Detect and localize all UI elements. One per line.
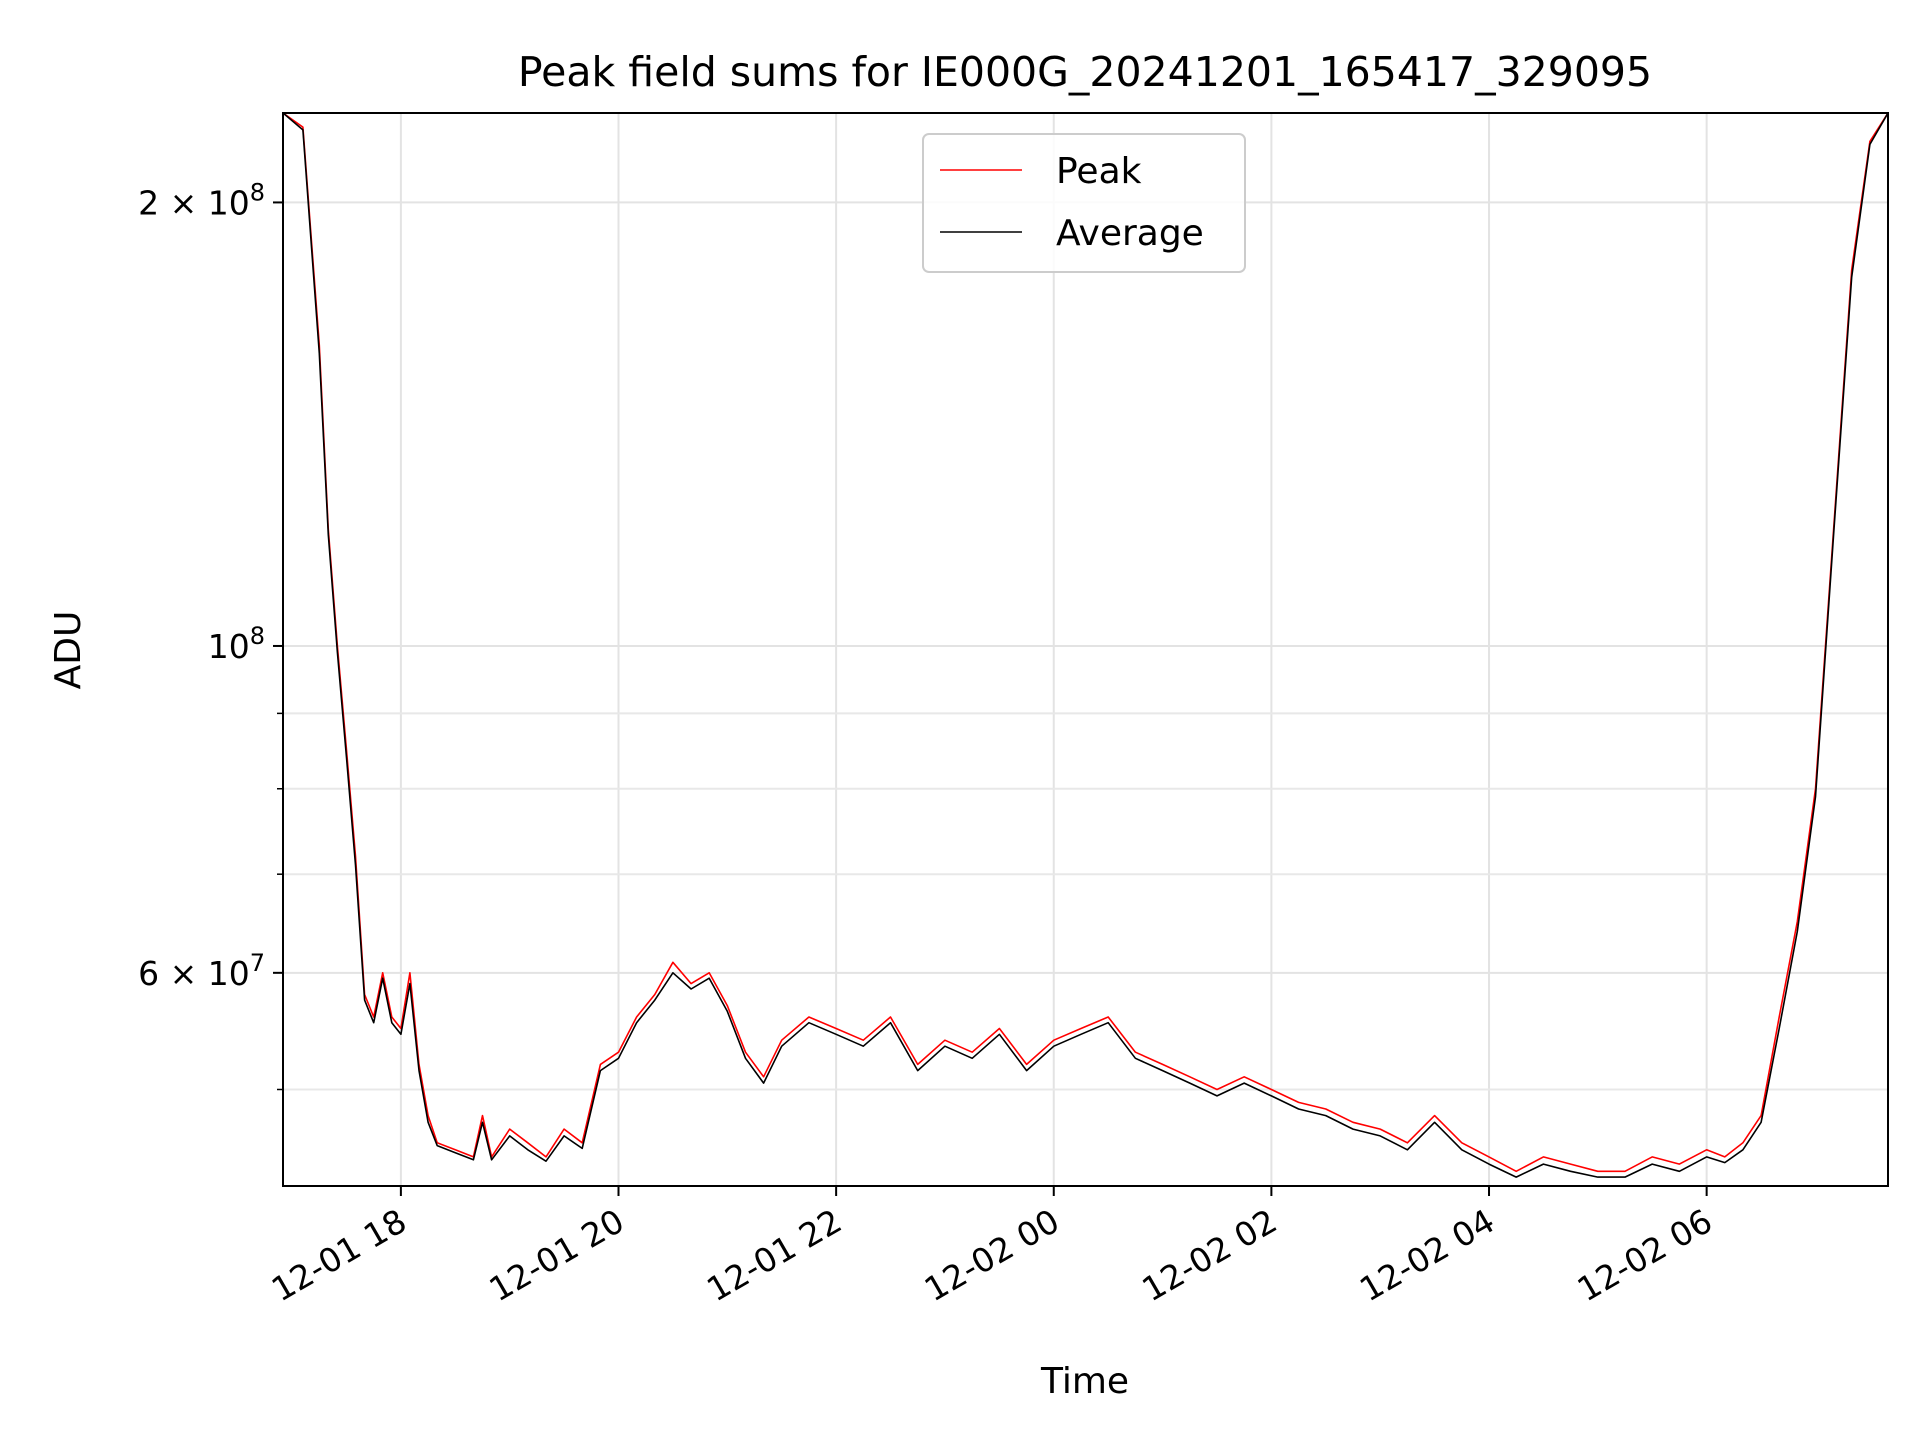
legend-box <box>922 133 1246 273</box>
y-tick-label: 2 × 108 <box>138 178 265 222</box>
series-line-peak <box>283 113 1888 1173</box>
legend-average-label: Average <box>1056 213 1204 254</box>
legend-peak-label: Peak <box>1056 151 1142 192</box>
y-axis-label: ADU <box>48 611 89 690</box>
series-layer <box>283 113 1888 1178</box>
legend: Peak Average <box>922 133 1246 273</box>
plot-frame <box>282 112 1889 1187</box>
y-tick-label: 6 × 107 <box>138 949 265 993</box>
chart-title: Peak field sums for IE000G_20241201_1654… <box>518 48 1652 96</box>
series-line-average <box>283 113 1888 1178</box>
x-axis-label: Time <box>1040 1361 1129 1402</box>
